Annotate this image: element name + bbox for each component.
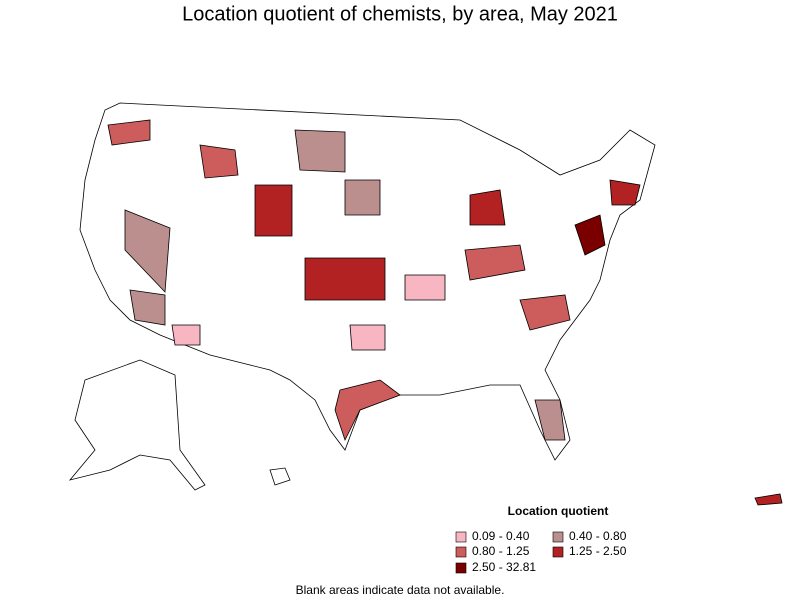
area [107, 119, 151, 146]
legend-label: 2.50 - 32.81 [472, 560, 536, 574]
area [519, 294, 571, 331]
legend-swatch [455, 531, 467, 543]
legend-swatch [455, 562, 467, 574]
legend-title: Location quotient [508, 504, 609, 518]
legend-label: 0.80 - 1.25 [472, 544, 530, 558]
area [294, 129, 346, 173]
legend-swatch [552, 531, 564, 543]
area [171, 324, 201, 346]
legend-label: 1.25 - 2.50 [569, 544, 627, 558]
area [124, 209, 171, 293]
area [464, 244, 526, 281]
area [349, 324, 386, 351]
area [199, 144, 239, 179]
area [609, 179, 641, 206]
area [344, 179, 381, 216]
area [129, 289, 166, 326]
hawaii [269, 467, 291, 486]
area [469, 189, 506, 226]
us-map [68, 102, 783, 506]
legend-swatch [552, 546, 564, 558]
legend-label: 0.09 - 0.40 [472, 529, 530, 543]
footnote: Blank areas indicate data not available. [296, 583, 505, 597]
area [304, 257, 386, 301]
legend-swatch [455, 546, 467, 558]
legend: 0.09 - 0.40 0.40 - 0.80 0.80 - 1.25 1.25 - … [455, 529, 627, 574]
puerto-rico [754, 493, 783, 506]
map-title: Location quotient of chemists, by area, … [182, 3, 618, 25]
area [404, 274, 446, 301]
alaska [68, 359, 206, 491]
legend-label: 0.40 - 0.80 [569, 529, 627, 543]
area [534, 399, 566, 441]
area [334, 379, 401, 442]
area [574, 214, 606, 256]
area [254, 184, 293, 237]
